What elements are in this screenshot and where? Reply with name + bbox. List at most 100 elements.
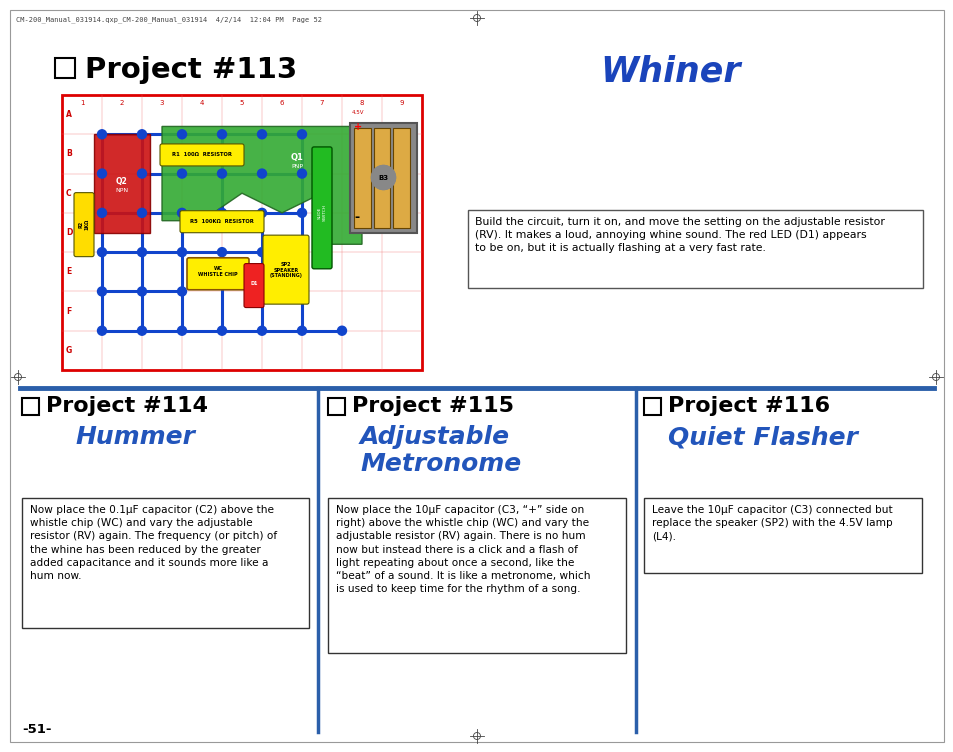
Bar	[643, 498, 921, 573]
Text: D1: D1	[250, 281, 257, 286]
Text: Q1: Q1	[291, 153, 303, 162]
Bar	[468, 210, 923, 288]
Bar	[354, 128, 371, 228]
Text: Hummer: Hummer	[75, 425, 194, 449]
Text: WC
WHISTLE CHIP: WC WHISTLE CHIP	[198, 266, 237, 277]
Text: B: B	[66, 150, 71, 159]
Bar	[393, 128, 410, 228]
Circle shape	[297, 169, 306, 178]
Bar	[328, 398, 345, 415]
Text: D: D	[66, 228, 72, 237]
Circle shape	[97, 326, 107, 335]
Bar	[350, 123, 416, 232]
Circle shape	[217, 208, 226, 217]
Polygon shape	[162, 126, 361, 244]
Text: 7: 7	[319, 100, 324, 106]
Text: 6: 6	[279, 100, 284, 106]
Text: 3: 3	[159, 100, 164, 106]
Text: Project #113: Project #113	[85, 56, 297, 84]
Circle shape	[97, 169, 107, 178]
Bar	[62, 95, 421, 370]
Bar	[643, 398, 660, 415]
Circle shape	[217, 130, 226, 139]
Text: C: C	[66, 189, 71, 198]
Text: R1  100Ω  RESISTOR: R1 100Ω RESISTOR	[172, 153, 232, 157]
Circle shape	[217, 326, 226, 335]
Circle shape	[97, 130, 107, 139]
Circle shape	[297, 247, 306, 256]
Circle shape	[257, 169, 266, 178]
Circle shape	[297, 287, 306, 296]
FancyBboxPatch shape	[263, 235, 309, 304]
Circle shape	[97, 208, 107, 217]
Text: CM-200_Manual_031914.qxp_CM-200_Manual_031914  4/2/14  12:04 PM  Page 52: CM-200_Manual_031914.qxp_CM-200_Manual_0…	[16, 16, 322, 23]
FancyBboxPatch shape	[74, 193, 94, 256]
Bar	[328, 498, 625, 653]
Circle shape	[371, 165, 395, 190]
Circle shape	[257, 247, 266, 256]
Text: R2
1KΩ: R2 1KΩ	[78, 219, 90, 230]
Circle shape	[217, 247, 226, 256]
Bar	[374, 128, 390, 228]
Bar	[55, 58, 75, 78]
Circle shape	[177, 208, 186, 217]
Text: Now place the 10μF capacitor (C3, “+” side on
right) above the whistle chip (WC): Now place the 10μF capacitor (C3, “+” si…	[335, 505, 590, 594]
Text: -51-: -51-	[22, 723, 51, 736]
Text: Whiner: Whiner	[599, 54, 740, 88]
Text: 2: 2	[120, 100, 124, 106]
Text: 4: 4	[199, 100, 204, 106]
Circle shape	[137, 326, 147, 335]
Text: SP2
SPEAKER
(STANDING): SP2 SPEAKER (STANDING)	[270, 262, 302, 278]
Text: E: E	[66, 267, 71, 276]
Circle shape	[97, 247, 107, 256]
Circle shape	[257, 130, 266, 139]
Circle shape	[137, 247, 147, 256]
Bar	[22, 498, 309, 628]
Polygon shape	[94, 135, 150, 232]
Text: Project #115: Project #115	[352, 396, 514, 416]
Circle shape	[177, 130, 186, 139]
FancyBboxPatch shape	[187, 258, 249, 290]
Text: NPN: NPN	[115, 188, 129, 193]
Text: Project #116: Project #116	[667, 396, 829, 416]
Circle shape	[177, 247, 186, 256]
Text: G: G	[66, 346, 72, 355]
Circle shape	[257, 287, 266, 296]
Text: R5  100KΩ  RESISTOR: R5 100KΩ RESISTOR	[190, 220, 253, 224]
Circle shape	[137, 169, 147, 178]
Text: Quiet Flasher: Quiet Flasher	[667, 425, 857, 449]
Circle shape	[137, 208, 147, 217]
Text: B3: B3	[378, 174, 388, 180]
Text: F: F	[66, 307, 71, 316]
Circle shape	[97, 287, 107, 296]
Text: 8: 8	[359, 100, 364, 106]
Text: PNP: PNP	[291, 165, 303, 169]
Text: Q2: Q2	[116, 177, 128, 186]
FancyBboxPatch shape	[160, 144, 244, 166]
Text: Build the circuit, turn it on, and move the setting on the adjustable resistor
(: Build the circuit, turn it on, and move …	[475, 217, 884, 253]
FancyBboxPatch shape	[244, 263, 264, 308]
Text: A: A	[66, 110, 71, 119]
Text: Metronome: Metronome	[359, 452, 520, 476]
Circle shape	[257, 208, 266, 217]
Text: +: +	[354, 123, 362, 132]
Text: Project #114: Project #114	[46, 396, 208, 416]
Text: 4.5V: 4.5V	[352, 111, 364, 116]
Circle shape	[137, 287, 147, 296]
FancyBboxPatch shape	[180, 211, 264, 232]
Circle shape	[257, 326, 266, 335]
Circle shape	[297, 208, 306, 217]
Circle shape	[177, 169, 186, 178]
Circle shape	[177, 326, 186, 335]
Text: Leave the 10μF capacitor (C3) connected but
replace the speaker (SP2) with the 4: Leave the 10μF capacitor (C3) connected …	[651, 505, 892, 541]
Circle shape	[137, 130, 147, 139]
Circle shape	[217, 169, 226, 178]
Text: 1: 1	[80, 100, 84, 106]
Text: -: -	[354, 211, 358, 223]
Text: 9: 9	[399, 100, 404, 106]
Circle shape	[337, 326, 346, 335]
Text: SLIDE
SWITCH: SLIDE SWITCH	[317, 205, 326, 221]
Text: 5: 5	[239, 100, 244, 106]
Text: Adjustable: Adjustable	[359, 425, 510, 449]
FancyBboxPatch shape	[312, 147, 332, 268]
